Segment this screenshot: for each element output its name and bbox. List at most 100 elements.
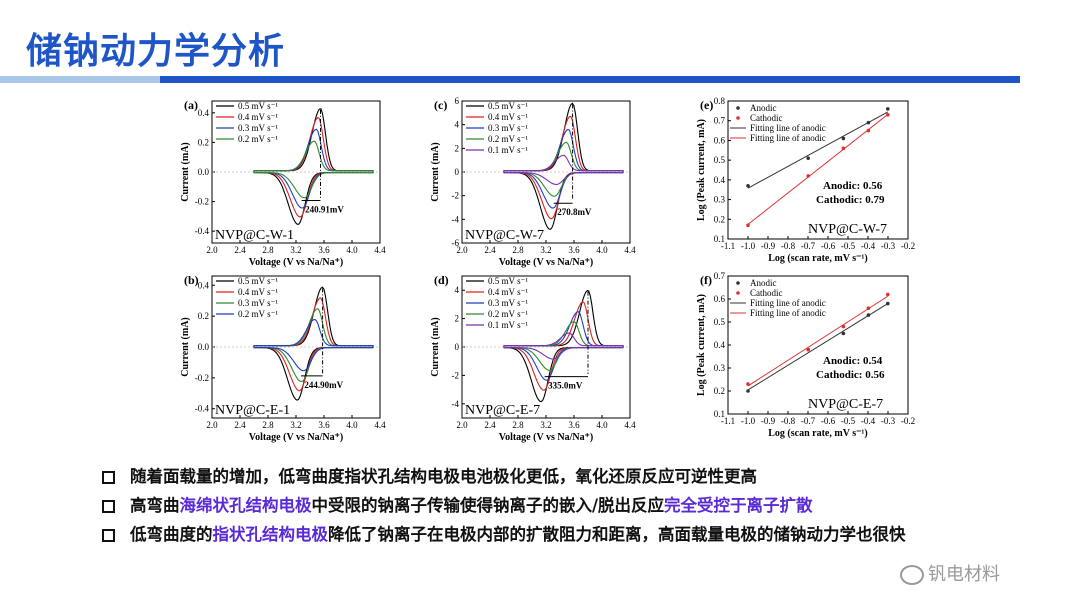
x-tick-label: 2.8 [262,245,274,255]
y-tick-label: 0.2 [198,311,209,321]
bullet-item: 低弯曲度的指状孔结构电极降低了钠离子在电极内部的扩散阻力和距离，高面载量电极的储… [100,520,1000,549]
watermark: 钒电材料 [900,560,1000,586]
y-tick-label: -4 [452,399,460,409]
cv-panel-d: 2.0 2.4 2.8 3.2 3.6 4.0 4.4 -4 -2 0 2 4 Voltage (V v… [420,270,640,445]
bullet-text: 低弯曲度的 [130,525,213,544]
cv-panel-c: 2.0 2.4 2.8 3.2 3.6 4.0 4.4 -6 -4 -2 0 2 4 6 Voltage (… [420,95,640,270]
panel-label: (e) [700,98,713,112]
legend-label: 0.3 mV s⁻¹ [488,123,528,133]
data-point [841,136,846,141]
title-underline [160,76,1020,83]
y-axis-label: Current (mA) [430,317,441,377]
x-tick-label: 4.0 [346,420,358,430]
x-tick-label: -0.2 [901,241,915,251]
cv-curve-3 [253,318,374,372]
y-axis-label: Current (mA) [180,142,191,202]
checkbox-bullet-icon [102,500,115,513]
x-tick-label: 3.6 [318,245,330,255]
y-tick-label: 4 [455,285,460,295]
legend-marker [736,281,740,285]
legend-label: 0.2 mV s⁻¹ [238,134,278,144]
watermark-text: 钒电材料 [928,564,1000,585]
x-tick-label: -1.1 [721,241,735,251]
y-tick-label: 0.7 [714,271,726,281]
x-tick-label: -0.3 [881,241,896,251]
slope-cathodic: Cathodic: 0.56 [816,369,885,381]
log-chart-e: -1.1 -1.0 -0.9 -0.8 -0.7 -0.6 -0.5 -0.4 -0.3 -0.2… [696,96,915,264]
panel-label: (f) [700,273,712,287]
y-tick-label: 0.5 [714,317,726,327]
y-tick-label: -0.2 [195,197,209,207]
x-axis-label: Log (scan rate, mV s⁻¹) [768,428,867,439]
x-tick-label: -0.9 [761,241,776,251]
y-tick-label: 0.4 [714,340,726,350]
legend-label: Cathodic [750,113,783,123]
x-tick-label: 2.4 [234,245,246,255]
x-tick-label: -0.9 [761,416,776,426]
highlight-text: 指状孔结构电极 [212,525,329,544]
separation-label: 335.0mV [548,381,583,391]
y-tick-label: 0 [455,167,460,177]
y-tick-label: 0.2 [714,386,725,396]
bullet-item: 高弯曲海绵状孔结构电极中受限的钠离子传输使得钠离子的嵌入/脱出反应完全受控于离子… [100,491,1000,520]
cv-panel-a: 2.0 2.4 2.8 3.2 3.6 4.0 4.4 -0.4 -0.2 0.0 0.2 0.4 Vo… [170,95,390,270]
separation-label: 240.91mV [305,204,344,214]
data-point [886,301,890,306]
x-tick-label: 3.2 [290,420,301,430]
legend-label: Anodic [750,103,777,113]
legend-label: Fitting line of anodic [750,308,826,318]
x-tick-label: 2.0 [456,245,468,255]
y-tick-label: 0.4 [198,280,210,290]
x-tick-label: 4.4 [374,420,386,430]
y-tick-label: 0.7 [714,116,726,126]
fit-line [747,295,889,387]
cv-curve-4 [503,154,624,186]
x-tick-label: -0.4 [861,416,876,426]
x-tick-label: -1.0 [741,416,756,426]
x-tick-label: 4.4 [374,245,386,255]
legend-label: 0.5 mV s⁻¹ [488,276,528,286]
legend-label: 0.5 mV s⁻¹ [238,101,278,111]
y-axis-label: Log (Peak current, mA) [696,294,707,396]
x-tick-label: -0.5 [841,416,856,426]
y-tick-label: 0.5 [714,155,726,165]
data-point [886,292,890,297]
data-point [866,128,871,133]
fit-line [747,111,889,189]
y-tick-label: 0.1 [714,234,725,244]
cv-chart-c: 2.0 2.4 2.8 3.2 3.6 4.0 4.4 -6 -4 -2 0 2 4 6 Voltage (… [430,96,636,268]
y-tick-label: 0.4 [714,175,726,185]
y-tick-label: 0.8 [714,96,726,106]
y-tick-label: -2 [452,370,460,380]
x-tick-label: 3.6 [318,420,330,430]
sample-label: NVP@C-E-7 [465,403,540,418]
sample-label: NVP@C-W-1 [215,228,294,243]
x-tick-label: 2.8 [262,420,274,430]
legend-label: 0.3 mV s⁻¹ [238,123,278,133]
legend-marker [736,106,740,110]
bullet-list: 随着面载量的增加，低弯曲度指状孔结构电极电池极化更低，氧化还原反应可逆性更高 高… [100,462,1000,549]
fit-line [747,303,889,391]
y-tick-label: -0.2 [195,373,209,383]
x-tick-label: 2.4 [484,420,496,430]
y-tick-label: 0.0 [198,342,210,352]
legend-label: Anodic [750,278,777,288]
y-tick-label: -6 [452,238,460,248]
data-point [866,120,871,125]
y-axis-label: Current (mA) [180,317,191,377]
bullet-text: 降低了钠离子在电极内部的扩散阻力和距离，高面载量电极的储钠动力学也很快 [328,525,906,544]
x-tick-label: -0.7 [801,241,816,251]
panel-label: (c) [434,98,447,112]
data-point [841,146,846,151]
data-point [866,313,871,317]
y-tick-label: 0.4 [198,108,210,118]
x-axis-label: Voltage (V vs Na/Na⁺) [499,432,593,443]
separation-label: 270.8mV [557,207,592,217]
data-point [866,306,871,310]
x-axis-label: Voltage (V vs Na/Na⁺) [499,257,593,268]
y-axis-label: Current (mA) [430,142,441,202]
sample-label: NVP@C-E-1 [215,403,290,418]
panel-label: (d) [434,273,449,287]
x-tick-label: 2.4 [234,420,246,430]
fit-line [747,114,889,225]
